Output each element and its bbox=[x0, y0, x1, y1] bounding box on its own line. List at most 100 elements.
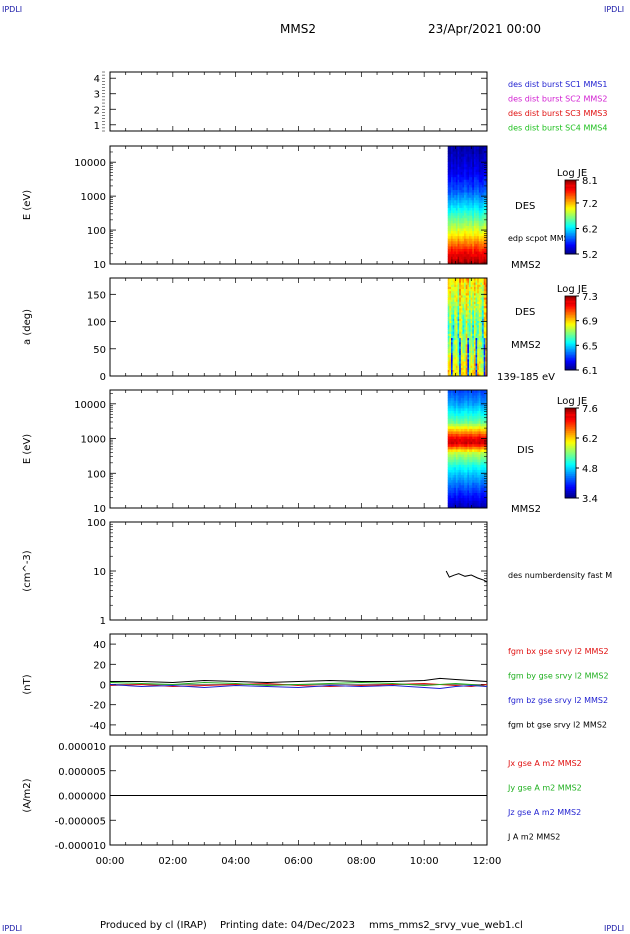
spectrogram-cell bbox=[470, 278, 473, 281]
spectrogram-cell bbox=[485, 166, 488, 170]
spectrogram-cell bbox=[473, 320, 476, 324]
spectrogram-cell bbox=[478, 433, 481, 437]
spectrogram-cell bbox=[454, 225, 457, 229]
spectrogram-cell bbox=[478, 189, 481, 193]
colorbar-segment bbox=[565, 464, 576, 467]
spectrogram-cell bbox=[475, 174, 478, 178]
spectrogram-cell bbox=[467, 187, 470, 191]
spectrogram-cell bbox=[480, 248, 483, 252]
spectrogram-cell bbox=[472, 312, 475, 315]
spectrogram-cell bbox=[449, 230, 452, 234]
spectrogram-cell bbox=[464, 371, 467, 375]
spectrogram-cell bbox=[477, 425, 480, 429]
spectrogram-cell bbox=[478, 222, 481, 226]
spectrogram-cell bbox=[478, 292, 481, 296]
spectrogram-cell bbox=[457, 243, 460, 247]
spectrogram-cell bbox=[452, 339, 455, 343]
spectrogram-cell bbox=[475, 299, 478, 302]
spectrogram-cell bbox=[449, 282, 452, 285]
spectrogram-cell bbox=[447, 329, 450, 332]
spectrogram-cell bbox=[477, 253, 480, 257]
spectrogram-cell bbox=[483, 371, 486, 375]
spectrogram-cell bbox=[457, 166, 460, 170]
spectrogram-cell bbox=[482, 428, 485, 432]
spectrogram-cell bbox=[477, 292, 480, 296]
spectrogram-cell bbox=[470, 235, 473, 239]
spectrogram-cell bbox=[485, 405, 488, 409]
spectrogram-cell bbox=[472, 371, 475, 375]
spectrogram-cell bbox=[465, 246, 468, 250]
spectrogram-cell bbox=[475, 361, 478, 364]
spectrogram-cell bbox=[449, 402, 452, 406]
spectrogram-cell bbox=[483, 318, 486, 322]
spectrogram-cell bbox=[472, 443, 475, 447]
spectrogram-cell bbox=[457, 187, 460, 191]
spectrogram-cell bbox=[480, 405, 483, 409]
spectrogram-cell bbox=[465, 288, 468, 292]
spectrogram-cell bbox=[451, 253, 454, 257]
spectrogram-cell bbox=[457, 352, 460, 356]
spectrogram-cell bbox=[452, 158, 455, 162]
spectrogram-cell bbox=[449, 407, 452, 411]
spectrogram-cell bbox=[465, 371, 468, 375]
spectrogram-cell bbox=[454, 316, 457, 319]
spectrogram-cell bbox=[475, 329, 478, 332]
spectrogram-cell bbox=[467, 225, 470, 229]
spectrogram-cell bbox=[480, 215, 483, 219]
spectrogram-cell bbox=[485, 258, 488, 262]
spectrogram-cell bbox=[447, 202, 450, 206]
spectrogram-cell bbox=[472, 461, 475, 465]
spectrogram-cell bbox=[485, 286, 488, 290]
spectrogram-cell bbox=[459, 415, 462, 419]
spectrogram-cell bbox=[467, 449, 470, 452]
spectrogram-cell bbox=[483, 156, 486, 160]
spectrogram-cell bbox=[480, 420, 483, 424]
spectrogram-cell bbox=[465, 487, 468, 491]
spectrogram-cell bbox=[467, 420, 470, 424]
spectrogram-cell bbox=[454, 202, 457, 206]
spectrogram-cell bbox=[447, 333, 450, 336]
spectrogram-cell bbox=[460, 365, 463, 368]
spectrogram-cell bbox=[473, 500, 476, 504]
spectrogram-cell bbox=[449, 166, 452, 170]
spectrogram-cell bbox=[475, 495, 478, 499]
spectrogram-cell bbox=[457, 295, 460, 298]
spectrogram-cell bbox=[485, 344, 488, 347]
spectrogram-cell bbox=[447, 146, 450, 149]
spectrogram-cell bbox=[472, 181, 475, 185]
spectrogram-cell bbox=[485, 179, 488, 183]
spectrogram-cell bbox=[470, 495, 473, 499]
spectrogram-cell bbox=[472, 341, 475, 345]
spectrogram-cell bbox=[475, 446, 478, 450]
spectrogram-cell bbox=[470, 307, 473, 311]
spectrogram-cell bbox=[462, 354, 465, 358]
spectrogram-cell bbox=[454, 363, 457, 366]
spectrogram-cell bbox=[457, 189, 460, 193]
spectrogram-cell bbox=[451, 329, 454, 332]
spectrogram-cell bbox=[464, 431, 467, 435]
spectrogram-cell bbox=[447, 337, 450, 341]
spectrogram-cell bbox=[485, 354, 488, 358]
spectrogram-cell bbox=[472, 187, 475, 191]
spectrogram-cell bbox=[470, 479, 473, 483]
spectrogram-cell bbox=[473, 309, 476, 313]
spectrogram-cell bbox=[464, 184, 467, 188]
spectrogram-cell bbox=[447, 280, 450, 283]
colorbar-segment bbox=[565, 243, 576, 246]
spectrogram-cell bbox=[469, 217, 472, 221]
spectrogram-cell bbox=[459, 210, 462, 214]
spectrogram-cell bbox=[447, 181, 450, 185]
spectrogram-cell bbox=[455, 297, 458, 300]
spectrogram-cell bbox=[477, 487, 480, 491]
spectrogram-cell bbox=[483, 451, 486, 455]
spectrogram-cell bbox=[477, 146, 480, 149]
spectrogram-cell bbox=[469, 286, 472, 290]
spectrogram-cell bbox=[459, 243, 462, 247]
spectrogram-cell bbox=[447, 233, 450, 237]
spectrogram-cell bbox=[447, 369, 450, 373]
spectrogram-cell bbox=[472, 166, 475, 170]
spectrogram-cell bbox=[480, 174, 483, 178]
spectrogram-cell bbox=[457, 212, 460, 216]
spectrogram-cell bbox=[480, 428, 483, 432]
spectrogram-cell bbox=[480, 324, 483, 328]
